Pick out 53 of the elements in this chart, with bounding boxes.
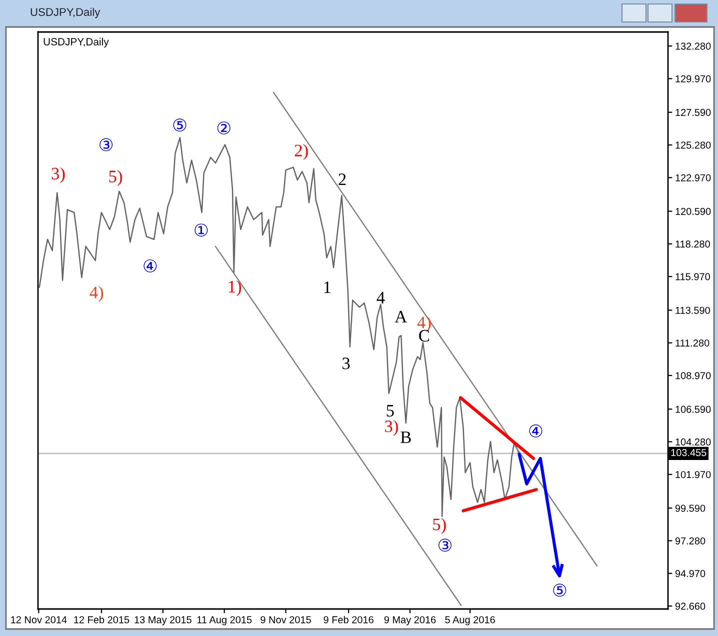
- x-tick-label: 11 Aug 2015: [197, 616, 252, 626]
- y-tick-label: 108.970: [676, 372, 711, 380]
- chart-title: USDJPY,Daily: [30, 8, 100, 18]
- annotation: C: [419, 330, 430, 342]
- annotation: 3: [342, 358, 350, 370]
- y-tick-label: 111.280: [676, 339, 710, 347]
- y-tick-label: 129.970: [676, 75, 711, 82]
- annotation: ①: [194, 224, 208, 237]
- x-tick-label: 12 Nov 2014: [11, 616, 67, 624]
- annotation: 4: [376, 292, 385, 304]
- annotation: ④: [144, 259, 157, 272]
- annotation: 2): [294, 144, 308, 160]
- annotation: 3): [52, 167, 65, 183]
- annotation: 1: [324, 281, 330, 293]
- annotation: 5): [109, 170, 122, 186]
- y-tick-label: 122.970: [676, 174, 711, 182]
- y-tick-label: 101.970: [676, 471, 711, 478]
- annotation: ④: [529, 424, 542, 438]
- annotation: 2: [338, 174, 346, 186]
- annotation: 4): [417, 316, 431, 332]
- annotation: 5: [386, 405, 394, 417]
- annotation: 5): [433, 518, 446, 534]
- annotation: ⑤: [553, 584, 566, 597]
- annotation: 3): [385, 420, 398, 436]
- annotation: ③: [438, 538, 452, 552]
- x-tick-label: 5 Aug 2016: [445, 616, 495, 626]
- y-tick-label: 118.280: [676, 240, 710, 248]
- x-tick-label: 9 Feb 2016: [324, 616, 374, 624]
- ref-line-label: 103.455: [671, 449, 706, 456]
- y-tick-label: 115.970: [676, 273, 710, 280]
- annotation: ⑤: [173, 118, 186, 132]
- x-tick-label: 9 May 2016: [384, 616, 436, 626]
- annotation: 4): [90, 286, 104, 302]
- x-tick-label: 13 May 2015: [134, 616, 192, 626]
- annotation: 1): [228, 280, 242, 296]
- y-tick-label: 94.970: [675, 570, 706, 578]
- y-tick-label: 113.590: [676, 306, 710, 314]
- y-tick-label: 132.280: [676, 42, 711, 50]
- y-tick-label: 104.280: [676, 438, 711, 446]
- annotation: A: [394, 310, 408, 322]
- y-tick-label: 106.590: [676, 406, 711, 413]
- y-tick-label: 97.280: [675, 537, 706, 544]
- annotation: B: [400, 432, 411, 444]
- y-tick-label: 120.590: [676, 208, 711, 215]
- y-tick-label: 127.590: [676, 108, 711, 116]
- x-tick-label: 9 Nov 2015: [260, 616, 311, 624]
- annotation: ②: [217, 121, 230, 134]
- annotation: ③: [100, 138, 113, 152]
- text: USDJPY,Daily: [44, 38, 109, 48]
- y-tick-label: 92.660: [675, 602, 706, 610]
- y-tick-label: 125.280: [676, 142, 711, 149]
- y-tick-label: 99.590: [675, 504, 706, 512]
- x-tick-label: 12 Feb 2015: [74, 616, 130, 624]
